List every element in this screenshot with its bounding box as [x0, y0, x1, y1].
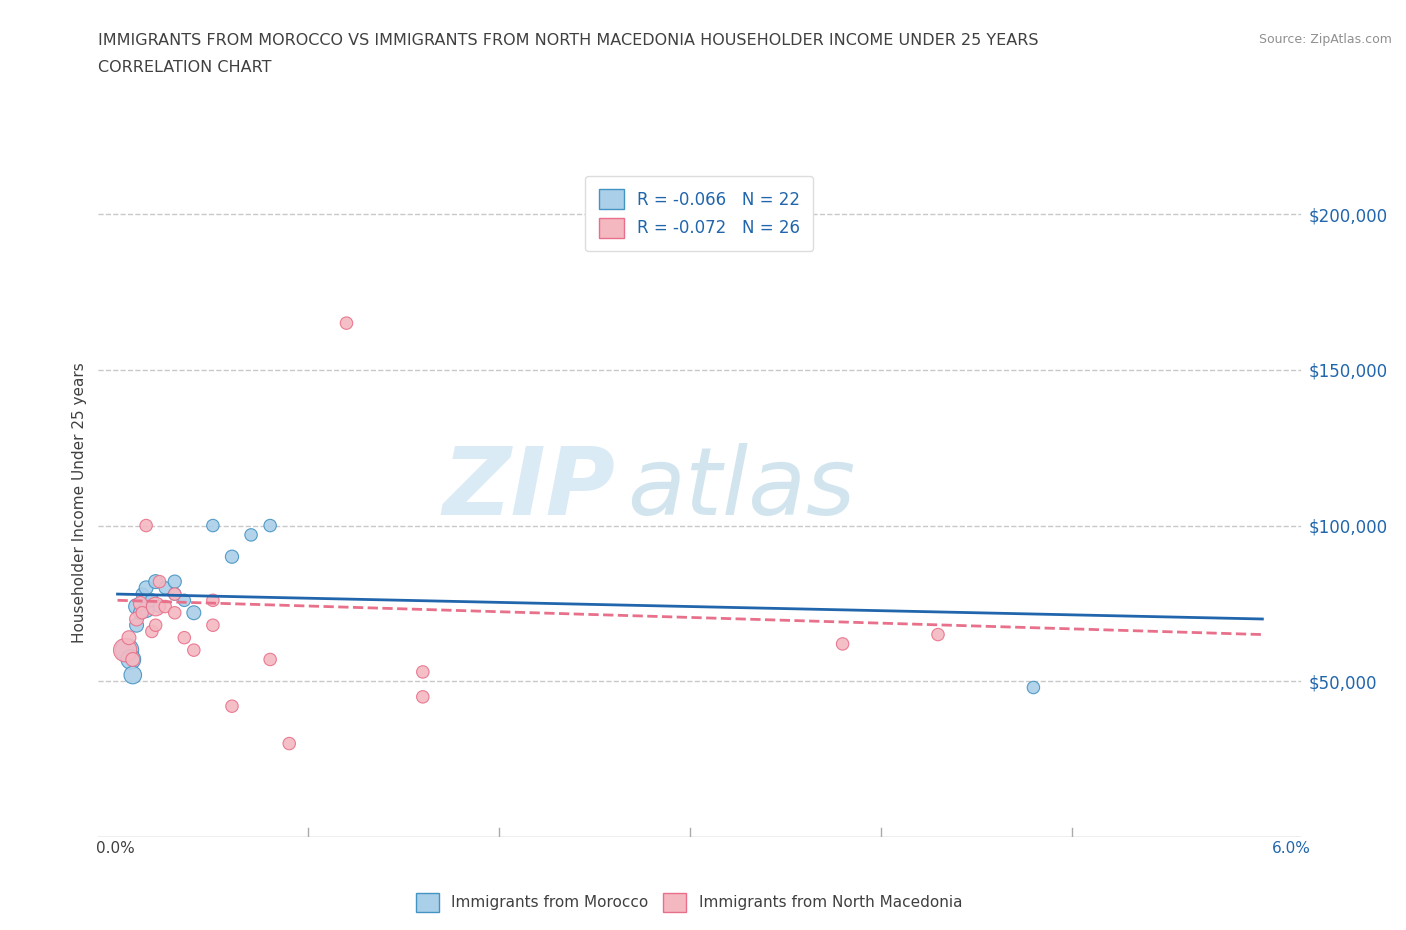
Text: 0.0%: 0.0%: [96, 841, 135, 856]
Point: [221, 698, 243, 713]
Point: [183, 605, 205, 620]
Point: [335, 315, 357, 330]
Point: [221, 550, 243, 565]
Point: [148, 574, 170, 589]
Y-axis label: Householder Income Under 25 years: Householder Income Under 25 years: [72, 362, 87, 643]
Point: [145, 618, 167, 632]
Point: [135, 518, 157, 533]
Point: [412, 665, 434, 680]
Point: [412, 689, 434, 704]
Point: [201, 618, 224, 632]
Text: CORRELATION CHART: CORRELATION CHART: [98, 60, 271, 75]
Point: [155, 580, 177, 595]
Point: [125, 618, 148, 632]
Text: IMMIGRANTS FROM MOROCCO VS IMMIGRANTS FROM NORTH MACEDONIA HOUSEHOLDER INCOME UN: IMMIGRANTS FROM MOROCCO VS IMMIGRANTS FR…: [98, 33, 1039, 47]
Point: [278, 737, 301, 751]
Point: [121, 652, 143, 667]
Point: [240, 527, 263, 542]
Text: 6.0%: 6.0%: [1271, 841, 1310, 856]
Point: [259, 652, 281, 667]
Point: [163, 605, 186, 620]
Point: [163, 587, 186, 602]
Legend: Immigrants from Morocco, Immigrants from North Macedonia: Immigrants from Morocco, Immigrants from…: [409, 887, 969, 918]
Point: [183, 643, 205, 658]
Point: [129, 605, 152, 620]
Point: [121, 668, 143, 683]
Point: [141, 592, 163, 607]
Point: [118, 631, 141, 645]
Point: [155, 599, 177, 614]
Text: Source: ZipAtlas.com: Source: ZipAtlas.com: [1258, 33, 1392, 46]
Point: [131, 605, 153, 620]
Point: [148, 599, 170, 614]
Point: [173, 592, 195, 607]
Point: [125, 612, 148, 627]
Point: [135, 603, 157, 618]
Point: [131, 587, 153, 602]
Point: [1022, 680, 1045, 695]
Point: [141, 624, 163, 639]
Point: [163, 587, 186, 602]
Point: [927, 627, 949, 642]
Point: [120, 652, 142, 667]
Point: [163, 574, 186, 589]
Text: ZIP: ZIP: [443, 443, 616, 535]
Point: [831, 636, 853, 651]
Point: [173, 631, 195, 645]
Legend: R = -0.066   N = 22, R = -0.072   N = 26: R = -0.066 N = 22, R = -0.072 N = 26: [585, 176, 814, 251]
Point: [201, 518, 224, 533]
Point: [145, 599, 167, 614]
Point: [115, 643, 138, 658]
Point: [129, 596, 152, 611]
Point: [135, 580, 157, 595]
Point: [259, 518, 281, 533]
Point: [114, 643, 136, 658]
Text: atlas: atlas: [627, 444, 856, 535]
Point: [201, 592, 224, 607]
Point: [125, 599, 148, 614]
Point: [145, 574, 167, 589]
